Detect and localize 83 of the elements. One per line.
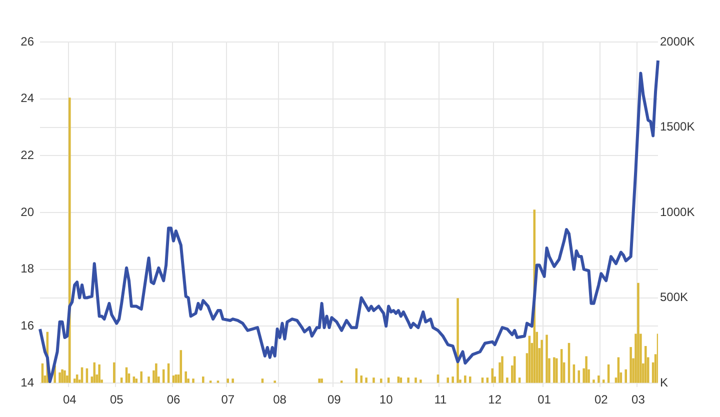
bar [172, 376, 175, 383]
y-tick-label: 18 [20, 262, 34, 276]
bar [360, 376, 362, 383]
bar [464, 376, 466, 383]
bar [365, 378, 368, 383]
x-tick-label: 06 [166, 392, 180, 407]
bar [76, 374, 78, 383]
y-tick-label: 16 [20, 318, 34, 332]
bar [387, 378, 390, 383]
x-tick-label: 12 [488, 392, 502, 407]
bar [469, 376, 472, 383]
bar [397, 376, 400, 383]
y2-tick-label: 2000K [660, 34, 695, 48]
x-tick-label: 11 [434, 392, 448, 407]
bar [380, 378, 382, 383]
x-tick-label: 04 [62, 392, 77, 407]
bar [400, 378, 402, 383]
bar [452, 376, 454, 383]
x-tick-label: 08 [273, 392, 287, 407]
y2-tick-label: 500K [660, 290, 688, 304]
x-tick-label: 09 [327, 392, 342, 407]
bar [540, 340, 543, 383]
y2-tick-label: 1500K [660, 120, 695, 134]
x-tick-label: 07 [221, 392, 235, 407]
x-tick-label: 05 [110, 392, 124, 407]
bar [192, 378, 194, 383]
y2-tick-label: 1000K [660, 204, 695, 219]
bar [513, 356, 516, 383]
bar [456, 298, 459, 383]
bar [414, 378, 417, 383]
y-tick-label: 26 [20, 34, 34, 48]
bar [140, 371, 142, 383]
bar [644, 346, 647, 383]
bar [58, 372, 61, 383]
bar [420, 380, 422, 383]
bar [624, 369, 627, 383]
x-tick-label: 01 [538, 392, 552, 407]
bar [226, 378, 229, 383]
bar [64, 370, 66, 383]
bar [436, 374, 440, 383]
x-tick-label: 10 [379, 392, 394, 407]
bar [318, 378, 320, 383]
bar [232, 378, 234, 383]
bar [184, 371, 187, 383]
x-tick-label: 03 [632, 392, 646, 407]
bar [546, 334, 548, 383]
bar [518, 378, 521, 383]
bar [630, 347, 632, 383]
bar [73, 378, 76, 383]
bar [486, 378, 489, 383]
bar [592, 380, 595, 383]
bar [553, 357, 556, 383]
bar [98, 364, 100, 383]
y-tick-label: 14 [20, 375, 34, 390]
y-tick-label: 20 [20, 204, 34, 219]
y-tick-label: 22 [20, 148, 34, 162]
bar [320, 378, 323, 383]
bar [491, 368, 494, 383]
bar [261, 378, 264, 383]
x-tick-label: 02 [594, 392, 608, 407]
y2-tick-label: K [660, 375, 668, 390]
bar [113, 362, 116, 383]
bar [506, 378, 508, 383]
bar [372, 378, 375, 383]
bar [602, 380, 605, 383]
bar [407, 378, 410, 383]
bar [135, 378, 138, 383]
bar [585, 356, 588, 383]
bar [61, 369, 64, 383]
y-tick-label: 24 [20, 91, 34, 106]
bar [174, 374, 178, 383]
bar [120, 378, 123, 383]
bar [446, 378, 450, 383]
bar [501, 356, 504, 383]
bar [202, 376, 204, 383]
bar [598, 376, 600, 383]
bar [148, 376, 150, 383]
bar [132, 376, 136, 383]
bar [556, 358, 558, 383]
bar [637, 282, 640, 383]
bar [481, 378, 484, 383]
bar [155, 363, 158, 383]
bar [68, 98, 71, 383]
